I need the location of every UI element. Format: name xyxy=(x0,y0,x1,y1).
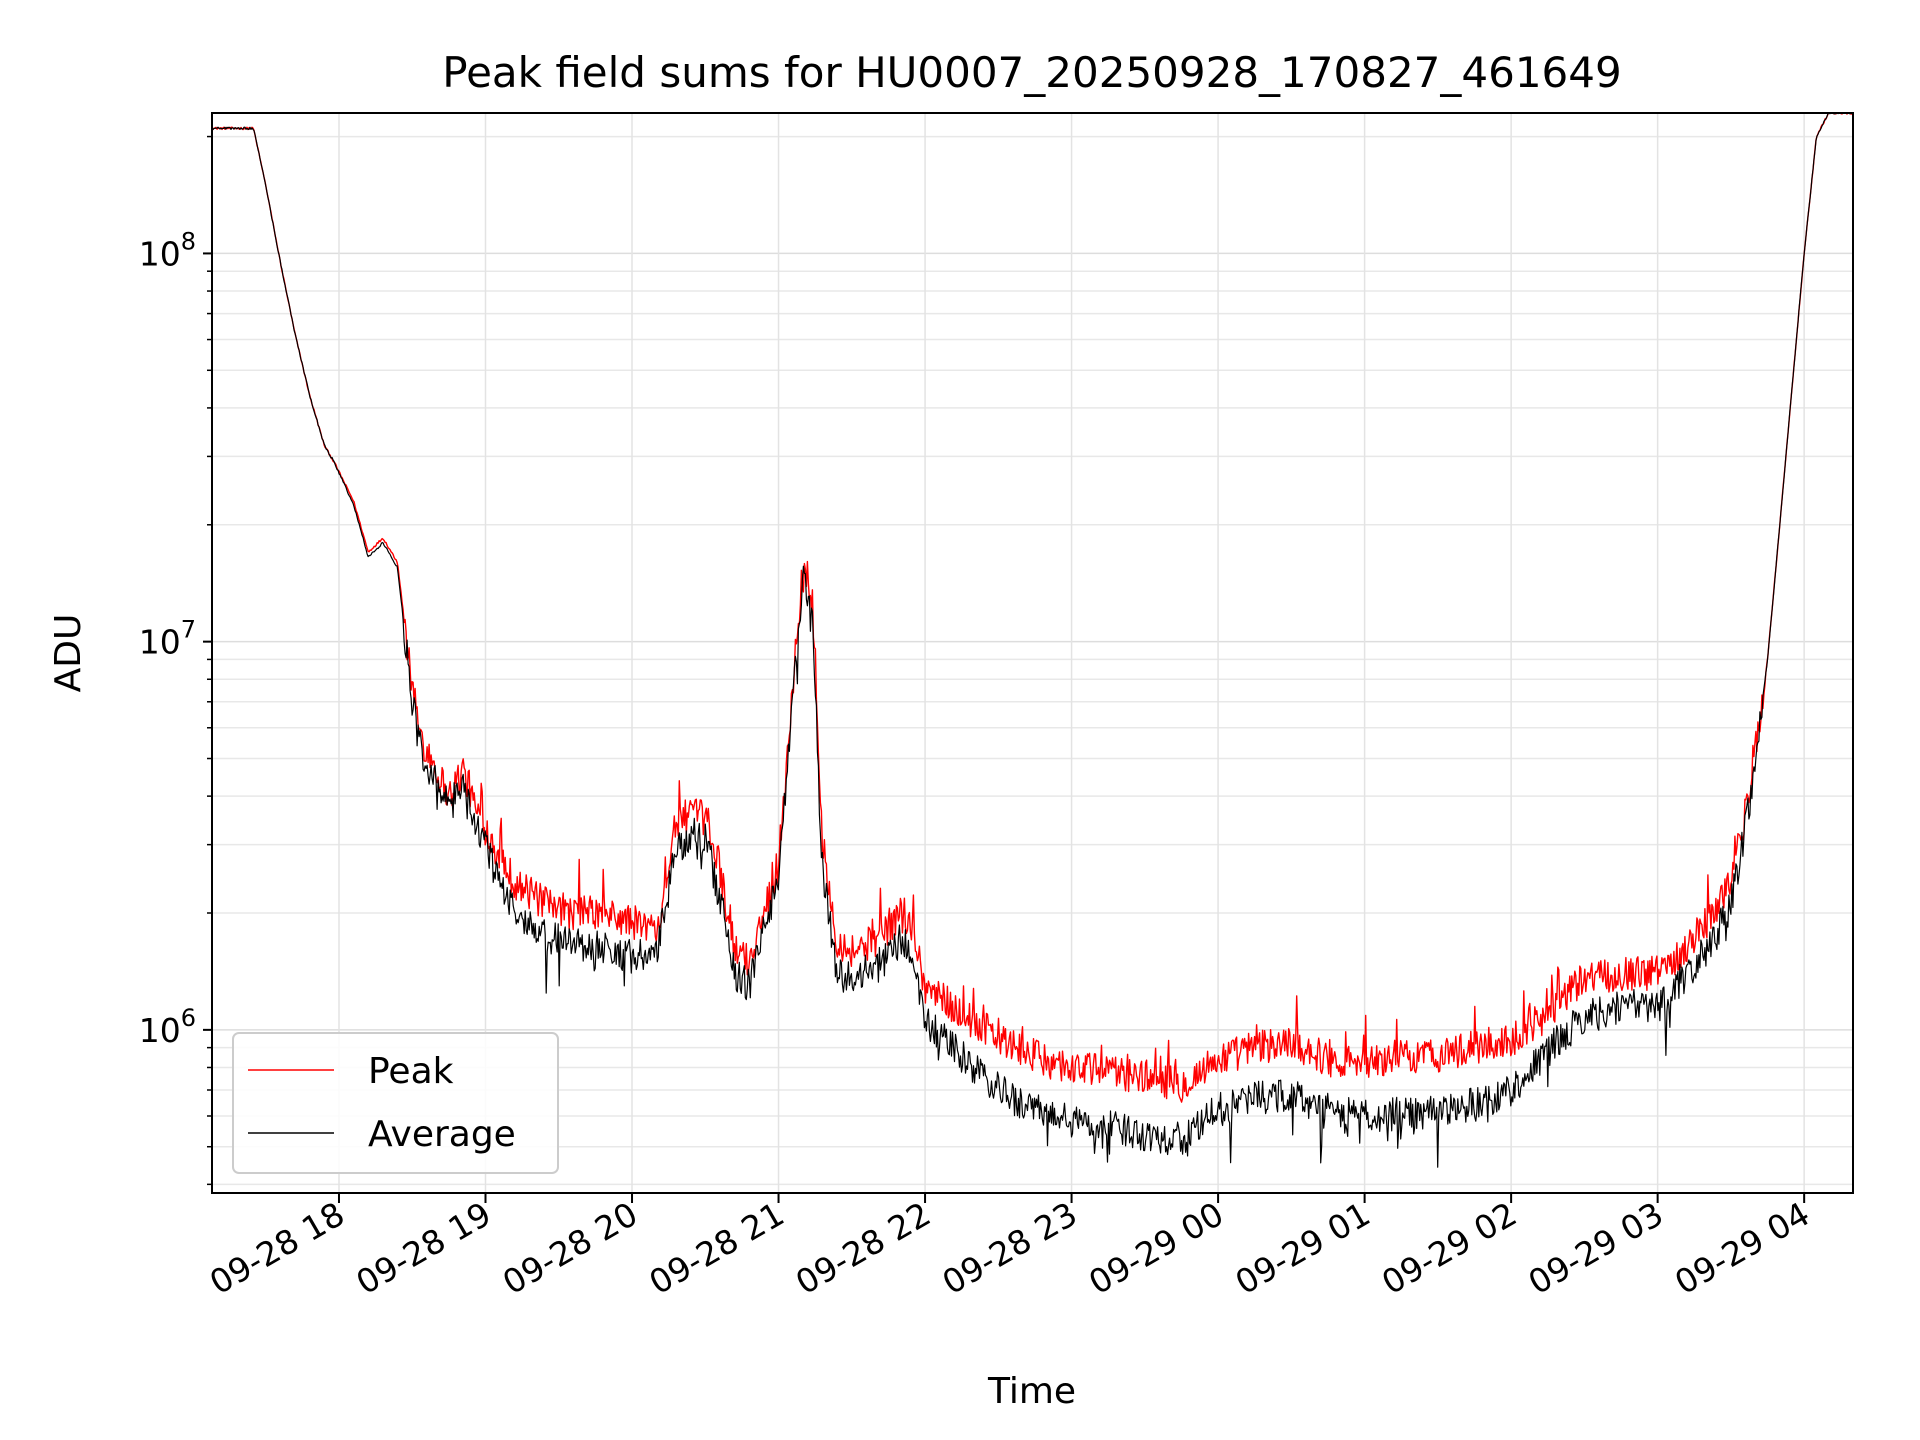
legend-average-label: Average xyxy=(368,1114,516,1155)
y-axis-label: ADU xyxy=(48,614,89,693)
legend-peak-label: Peak xyxy=(368,1051,454,1092)
legend-box xyxy=(232,1032,559,1174)
y-tick-label: 108 xyxy=(139,227,196,273)
grid-major xyxy=(212,113,1853,1193)
legend: Peak Average xyxy=(232,1032,559,1174)
chart-title: Peak field sums for HU0007_20250928_1708… xyxy=(442,48,1621,97)
y-tick-label: 106 xyxy=(139,1004,196,1050)
y-axis: 106 107 108 xyxy=(139,135,212,1186)
plot-frame xyxy=(211,112,1854,1194)
series-line-peak xyxy=(212,113,1853,1103)
x-axis-label: Time xyxy=(987,1371,1076,1412)
y-tick-label: 107 xyxy=(139,616,196,662)
series-layer xyxy=(212,113,1853,1168)
series-line-average xyxy=(212,113,1853,1168)
